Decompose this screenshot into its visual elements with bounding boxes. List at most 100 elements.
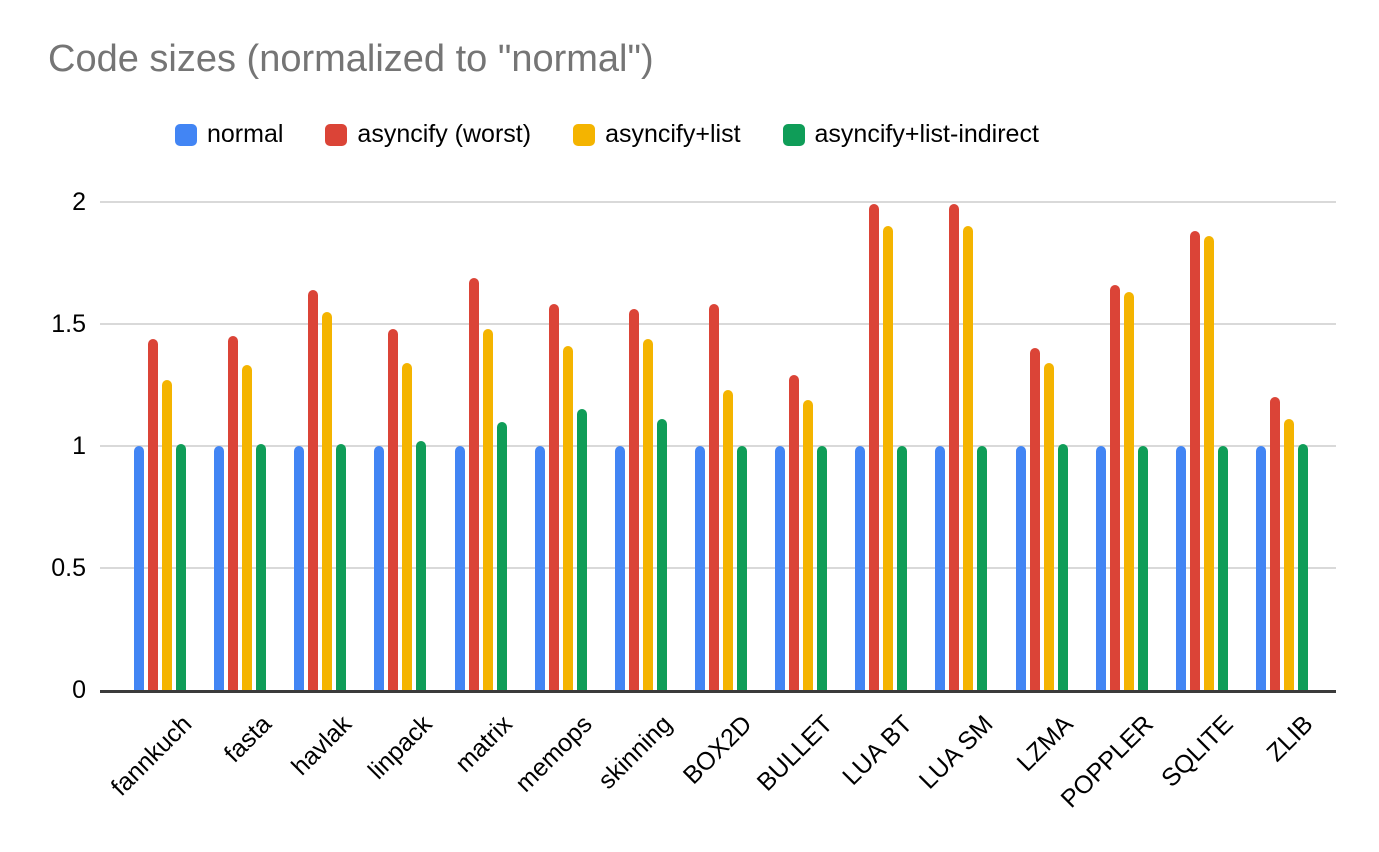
- bar-group-box2d: [681, 304, 761, 690]
- bar: [883, 226, 894, 690]
- bar: [897, 446, 908, 690]
- bar: [1203, 236, 1214, 690]
- legend-swatch: [175, 123, 197, 146]
- bar: [162, 380, 173, 690]
- bar: [723, 389, 734, 690]
- x-category-label: memops: [509, 710, 598, 798]
- bar: [496, 421, 507, 690]
- legend-item: asyncify+list-indirect: [782, 120, 1039, 149]
- x-category-label: LUA SM: [913, 710, 999, 795]
- y-tick-label: 0.5: [51, 554, 86, 582]
- bar: [1217, 446, 1228, 690]
- bar: [737, 446, 748, 690]
- bar: [322, 311, 333, 690]
- x-category-label: fasta: [218, 710, 278, 769]
- bar: [548, 304, 559, 690]
- bar: [1123, 292, 1134, 690]
- bar-group-skinning: [601, 309, 681, 690]
- y-tick-label: 1.5: [51, 310, 86, 338]
- bar: [374, 446, 385, 690]
- legend-item: asyncify (worst): [325, 120, 531, 149]
- x-axis-category-labels: fannkuch fasta havlak linpack matrix memops sk…: [100, 698, 1336, 848]
- bar: [388, 328, 399, 690]
- bar-group-poppler: [1082, 284, 1162, 690]
- bar-group-lzma: [1002, 348, 1082, 690]
- bar: [656, 419, 667, 690]
- chart-title: Code sizes (normalized to "normal"): [48, 38, 654, 80]
- bar-group-lua-bt: [841, 204, 921, 690]
- x-category-label: BULLET: [751, 710, 838, 797]
- legend: normal asyncify (worst) asyncify+list async…: [175, 120, 1039, 149]
- bar: [803, 399, 814, 690]
- bar: [963, 226, 974, 690]
- bar: [695, 446, 706, 690]
- bar: [468, 277, 479, 690]
- bar: [1137, 446, 1148, 690]
- bar: [977, 446, 988, 690]
- bar-group-fasta: [200, 336, 280, 690]
- bar: [614, 446, 625, 690]
- legend-label: asyncify+list: [605, 120, 741, 148]
- bar: [576, 409, 587, 690]
- bar-group-linpack: [360, 328, 440, 690]
- bar: [336, 443, 347, 690]
- legend-item: normal: [175, 120, 283, 149]
- bar-group-zlib: [1242, 397, 1322, 690]
- bar: [817, 446, 828, 690]
- bar: [775, 446, 786, 690]
- x-category-label: skinning: [593, 710, 678, 795]
- bar: [562, 345, 573, 690]
- x-category-label: havlak: [286, 710, 358, 781]
- bar-group-fannkuch: [120, 338, 200, 690]
- y-tick-label: 0: [72, 676, 86, 704]
- bar: [949, 204, 960, 690]
- y-axis-tick-labels: 0 0.5 1 1.5 2: [30, 188, 86, 704]
- bar-group-havlak: [280, 289, 360, 690]
- bar: [1109, 284, 1120, 690]
- bar: [1298, 443, 1309, 690]
- bar: [454, 446, 465, 690]
- bar: [935, 446, 946, 690]
- bar: [1057, 443, 1068, 690]
- bars-layer: [100, 202, 1336, 690]
- bar: [308, 289, 319, 690]
- bar: [294, 446, 305, 690]
- bar: [869, 204, 880, 690]
- gridline: [100, 201, 1336, 203]
- bar: [214, 446, 225, 690]
- bar: [148, 338, 159, 690]
- bar: [628, 309, 639, 690]
- bar: [709, 304, 720, 690]
- plot-area: [100, 201, 1336, 693]
- bar: [482, 328, 493, 690]
- x-category-label: SQLITE: [1155, 710, 1239, 793]
- bar-group-lua-sm: [921, 204, 1001, 690]
- bar-group-bullet: [761, 375, 841, 690]
- y-tick-label: 2: [72, 188, 86, 216]
- bar: [416, 441, 427, 690]
- bar: [1095, 446, 1106, 690]
- bar: [1175, 446, 1186, 690]
- bar-group-matrix: [441, 277, 521, 690]
- bar: [228, 336, 239, 690]
- bar: [1284, 419, 1295, 690]
- legend-swatch: [573, 123, 596, 146]
- bar: [1256, 446, 1267, 690]
- bar: [1270, 397, 1281, 690]
- bar: [256, 443, 267, 690]
- x-category-label: LUA BT: [837, 710, 919, 791]
- bar: [134, 446, 145, 690]
- x-category-label: fannkuch: [105, 710, 197, 802]
- bar-group-sqlite: [1162, 231, 1242, 690]
- x-category-label: matrix: [449, 710, 518, 778]
- legend-label: asyncify+list-indirect: [814, 120, 1039, 148]
- bar: [789, 375, 800, 690]
- legend-swatch: [325, 123, 348, 146]
- x-category-label: LZMA: [1011, 710, 1079, 777]
- x-category-label: BOX2D: [678, 710, 758, 790]
- bar: [855, 446, 866, 690]
- bar: [1015, 446, 1026, 690]
- bar: [642, 338, 653, 690]
- bar: [1043, 363, 1054, 690]
